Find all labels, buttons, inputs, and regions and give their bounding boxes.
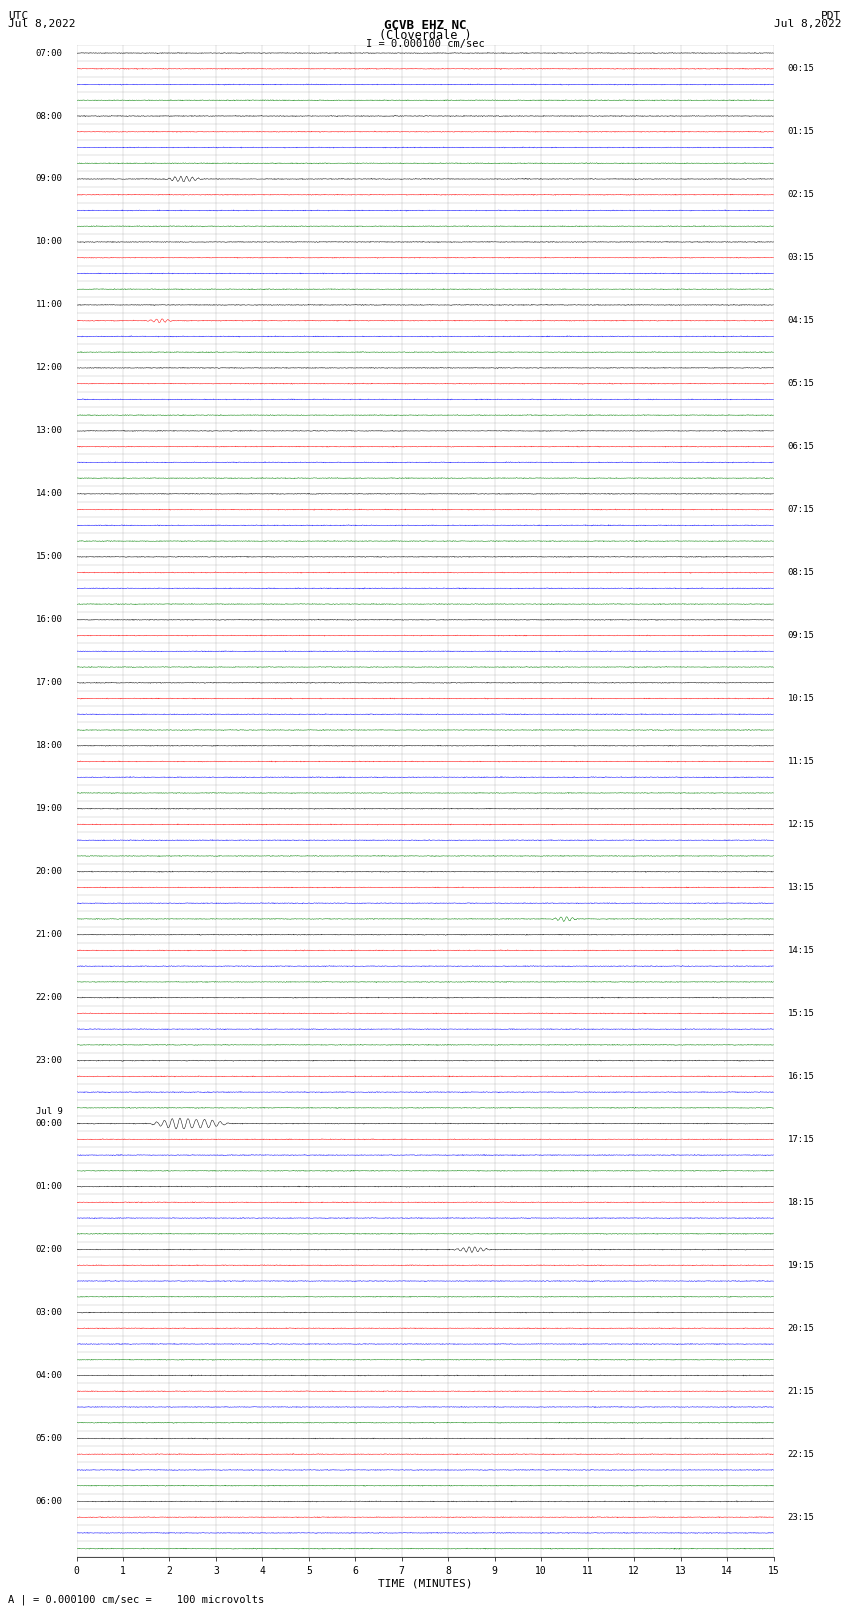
Text: 18:15: 18:15 [787, 1198, 814, 1207]
Text: 11:15: 11:15 [787, 756, 814, 766]
Text: 03:15: 03:15 [787, 253, 814, 263]
Text: 07:00: 07:00 [36, 48, 63, 58]
Text: 14:15: 14:15 [787, 945, 814, 955]
Text: 21:15: 21:15 [787, 1387, 814, 1395]
Text: GCVB EHZ NC: GCVB EHZ NC [383, 19, 467, 32]
Text: 10:15: 10:15 [787, 694, 814, 703]
Text: 07:15: 07:15 [787, 505, 814, 515]
Text: 06:15: 06:15 [787, 442, 814, 452]
Text: 08:00: 08:00 [36, 111, 63, 121]
Text: 18:00: 18:00 [36, 742, 63, 750]
Text: A | = 0.000100 cm/sec =    100 microvolts: A | = 0.000100 cm/sec = 100 microvolts [8, 1594, 264, 1605]
Text: 05:00: 05:00 [36, 1434, 63, 1444]
Text: 19:15: 19:15 [787, 1261, 814, 1269]
Text: I = 0.000100 cm/sec: I = 0.000100 cm/sec [366, 39, 484, 48]
Text: 12:00: 12:00 [36, 363, 63, 373]
Text: 00:00: 00:00 [36, 1119, 63, 1127]
Text: 02:15: 02:15 [787, 190, 814, 200]
Text: 00:15: 00:15 [787, 65, 814, 73]
Text: 20:00: 20:00 [36, 868, 63, 876]
Text: 08:15: 08:15 [787, 568, 814, 577]
Text: PDT: PDT [821, 11, 842, 21]
Text: 21:00: 21:00 [36, 931, 63, 939]
Text: 05:15: 05:15 [787, 379, 814, 389]
Text: 16:00: 16:00 [36, 615, 63, 624]
Text: 14:00: 14:00 [36, 489, 63, 498]
Text: UTC: UTC [8, 11, 29, 21]
Text: 22:00: 22:00 [36, 994, 63, 1002]
Text: 20:15: 20:15 [787, 1324, 814, 1332]
Text: 04:15: 04:15 [787, 316, 814, 326]
Text: 23:15: 23:15 [787, 1513, 814, 1521]
Text: 03:00: 03:00 [36, 1308, 63, 1318]
Text: 01:15: 01:15 [787, 127, 814, 135]
Text: 15:15: 15:15 [787, 1008, 814, 1018]
Text: Jul 8,2022: Jul 8,2022 [8, 19, 76, 29]
Text: 17:00: 17:00 [36, 679, 63, 687]
Text: 01:00: 01:00 [36, 1182, 63, 1190]
Text: 09:00: 09:00 [36, 174, 63, 184]
Text: Jul 8,2022: Jul 8,2022 [774, 19, 842, 29]
Text: 22:15: 22:15 [787, 1450, 814, 1458]
Text: 12:15: 12:15 [787, 819, 814, 829]
Text: 13:15: 13:15 [787, 882, 814, 892]
Text: 06:00: 06:00 [36, 1497, 63, 1507]
Text: 11:00: 11:00 [36, 300, 63, 310]
Text: 02:00: 02:00 [36, 1245, 63, 1253]
Text: 19:00: 19:00 [36, 805, 63, 813]
Text: 16:15: 16:15 [787, 1073, 814, 1081]
X-axis label: TIME (MINUTES): TIME (MINUTES) [377, 1579, 473, 1589]
Text: 04:00: 04:00 [36, 1371, 63, 1381]
Text: 15:00: 15:00 [36, 552, 63, 561]
Text: 13:00: 13:00 [36, 426, 63, 436]
Text: (Cloverdale ): (Cloverdale ) [379, 29, 471, 42]
Text: 23:00: 23:00 [36, 1057, 63, 1065]
Text: 10:00: 10:00 [36, 237, 63, 247]
Text: Jul 9: Jul 9 [36, 1107, 63, 1116]
Text: 09:15: 09:15 [787, 631, 814, 640]
Text: 17:15: 17:15 [787, 1136, 814, 1144]
